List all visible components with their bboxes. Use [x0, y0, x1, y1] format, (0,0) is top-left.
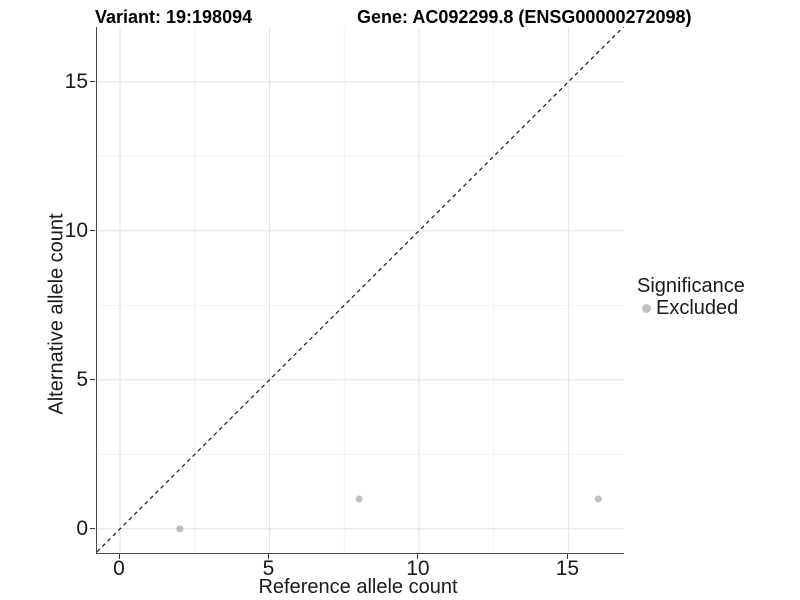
data-point-excluded — [594, 495, 602, 503]
identity-line — [96, 26, 624, 553]
legend-key-dot — [642, 303, 651, 313]
data-point-excluded — [176, 525, 184, 533]
y-tick-mark — [90, 528, 95, 530]
y-tick-label: 0 — [76, 516, 88, 540]
variant-title: Variant: 19:198094 — [95, 7, 253, 27]
x-tick-mark — [267, 554, 269, 559]
gene-title: Gene: AC092299.8 (ENSG00000272098) — [357, 7, 692, 27]
x-tick-label: 10 — [406, 557, 430, 580]
y-tick-mark — [90, 81, 95, 83]
y-tick-label: 15 — [64, 69, 88, 93]
plot-panel — [96, 26, 624, 554]
x-tick-mark — [566, 554, 568, 559]
y-tick-label: 10 — [64, 218, 88, 242]
x-tick-label: 5 — [262, 557, 275, 580]
x-tick-mark — [417, 554, 419, 559]
data-point-excluded — [355, 495, 363, 503]
x-tick-label: 15 — [555, 557, 580, 580]
legend-title: Significance — [637, 275, 745, 297]
x-axis-title: Reference allele count — [258, 576, 458, 598]
x-tick-label: 0 — [113, 557, 125, 580]
legend-label: Excluded — [656, 297, 739, 319]
plot-area-svg — [96, 26, 624, 553]
x-tick-mark — [118, 554, 120, 559]
y-tick-label: 5 — [76, 367, 88, 391]
y-tick-mark — [90, 230, 95, 232]
y-tick-mark — [90, 379, 95, 381]
